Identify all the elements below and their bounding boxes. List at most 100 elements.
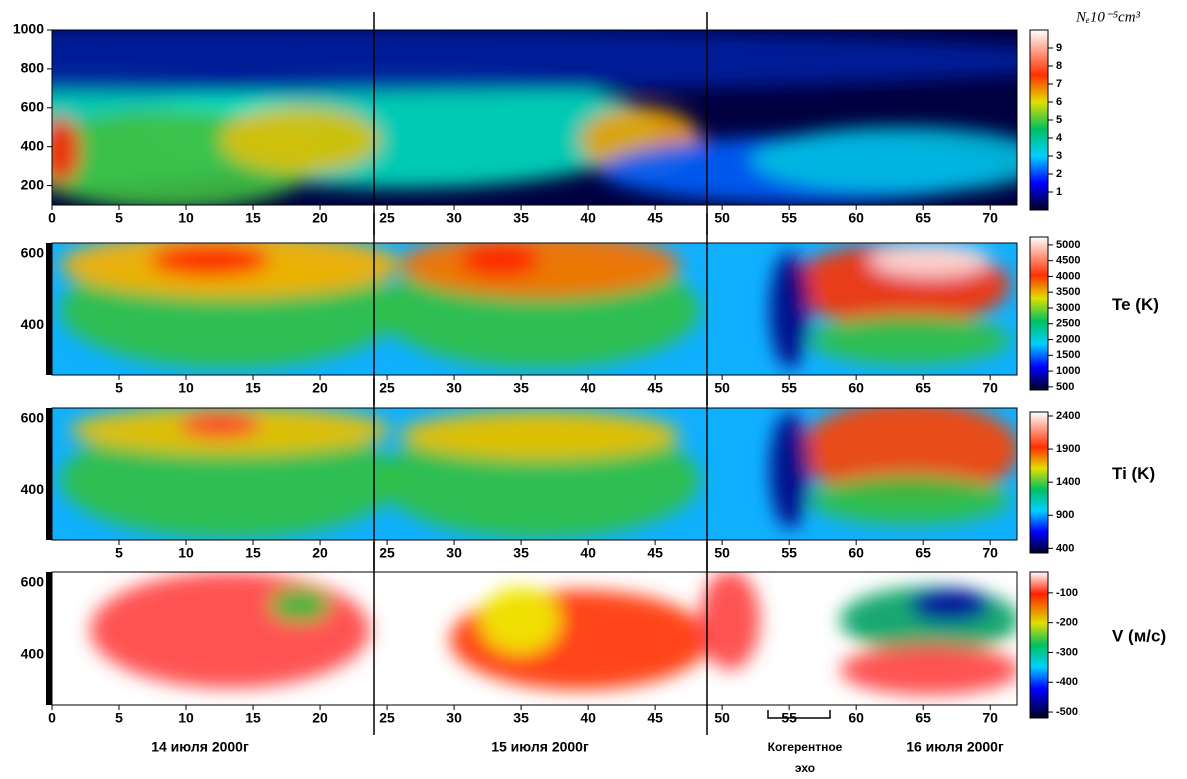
x-tick-label: 10: [178, 710, 194, 726]
heatmap-blob: [460, 243, 540, 276]
colorbar-tick-label: 2000: [1056, 333, 1080, 345]
x-tick-label: 60: [848, 710, 864, 726]
colorbar-tick-label: 2500: [1056, 318, 1080, 330]
heatmap-blob: [700, 570, 760, 670]
x-tick-label: 60: [848, 380, 864, 396]
heatmap-image: [0, 27, 1100, 210]
colorbar-tick-label: -500: [1056, 706, 1078, 718]
x-tick-label: 5: [115, 710, 123, 726]
page: 0510152025303540455055606570200400600800…: [0, 0, 1187, 779]
colorbar-tick-label: -100: [1056, 587, 1078, 599]
colorbar: -100 -200 -300 -400 -500 V (м/с): [1030, 572, 1166, 718]
day-label: 14 июля 2000г: [151, 739, 249, 755]
x-tick-label: 10: [178, 210, 194, 226]
y-tick-label: 600: [21, 573, 45, 589]
x-tick-label: 30: [446, 545, 462, 561]
x-tick-label: 0: [48, 210, 56, 226]
colorbar-tick-label: 3: [1056, 150, 1062, 162]
x-tick-label: 45: [647, 380, 663, 396]
heatmap-blob: [910, 588, 990, 621]
x-tick-label: 60: [848, 210, 864, 226]
x-tick-label: 55: [781, 545, 797, 561]
colorbar-tick-label: 4000: [1056, 270, 1080, 282]
left-bar: [46, 243, 52, 375]
x-tick-label: 65: [915, 710, 931, 726]
x-tick-label: 5: [115, 545, 123, 561]
x-tick-label: 25: [379, 710, 395, 726]
x-tick-label: 30: [446, 710, 462, 726]
heatmap-blob: [220, 107, 380, 174]
x-tick-label: 20: [312, 710, 328, 726]
x-tick-label: 25: [379, 545, 395, 561]
x-tick-label: 20: [312, 380, 328, 396]
colorbar-tick-label: 2400: [1056, 410, 1080, 422]
colorbar-tick-label: 3000: [1056, 302, 1080, 314]
heatmap-blob: [810, 315, 1010, 365]
colorbar-tick-label: 500: [1056, 381, 1074, 393]
x-tick-label: 65: [915, 545, 931, 561]
colorbar-tick-label: 1: [1056, 186, 1062, 198]
x-tick-label: 25: [379, 380, 395, 396]
y-tick-label: 200: [21, 176, 45, 192]
day-label: 15 июля 2000г: [491, 739, 589, 755]
colorbar: 400900140019002400Ti (K): [1030, 410, 1155, 554]
x-tick-label: 40: [580, 545, 596, 561]
colorbar-tick-label: 3500: [1056, 286, 1080, 298]
x-tick-label: 15: [245, 210, 261, 226]
x-tick-label: 45: [647, 545, 663, 561]
heatmap-blobs: [60, 232, 1010, 369]
heatmap-blob: [870, 243, 990, 276]
colorbar-tick-label: 9: [1056, 42, 1062, 54]
colorbar-gradient: [1030, 30, 1048, 210]
x-tick-label: 55: [781, 380, 797, 396]
colorbar-gradient: [1030, 412, 1048, 553]
x-tick-label: 35: [513, 710, 529, 726]
y-tick-label: 600: [21, 244, 45, 260]
y-tick-label: 400: [21, 316, 45, 332]
colorbar-tick-label: 5000: [1056, 239, 1080, 251]
heatmap-blob: [150, 243, 270, 276]
x-tick-label: 50: [714, 210, 730, 226]
heatmap-panel: 510152025303540455055606570400600: [21, 378, 1020, 570]
heatmap-panel: 510152025303540455055606570400600: [21, 213, 1017, 405]
x-tick-label: 30: [446, 380, 462, 396]
x-tick-label: 40: [580, 380, 596, 396]
heatmap-blob: [400, 410, 680, 460]
x-tick-label: 40: [580, 210, 596, 226]
annotation: Когерентное: [768, 740, 843, 754]
colorbars: 123456789Nₑ10⁻⁵cm³5001000150020002500300…: [1030, 9, 1166, 718]
x-tick-label: 70: [982, 710, 998, 726]
y-tick-label: 1000: [13, 21, 44, 37]
colorbar-tick-label: -400: [1056, 676, 1078, 688]
colorbar-label: Ti (K): [1112, 464, 1155, 483]
y-tick-label: 600: [21, 98, 45, 114]
colorbar-tick-label: 1400: [1056, 476, 1080, 488]
left-bar: [46, 572, 52, 705]
x-tick-label: 10: [178, 380, 194, 396]
colorbar-tick-label: 6: [1056, 96, 1062, 108]
x-tick-label: 30: [446, 210, 462, 226]
colorbar-tick-label: -300: [1056, 646, 1078, 658]
colorbar-tick-label: 2: [1056, 168, 1062, 180]
colorbar-gradient: [1030, 237, 1048, 390]
colorbar: 500100015002000250030003500400045005000T…: [1030, 237, 1159, 393]
x-tick-label: 70: [982, 380, 998, 396]
heatmap-blob: [480, 587, 560, 654]
x-tick-label: 5: [115, 210, 123, 226]
heatmap-blob: [270, 588, 330, 621]
x-tick-label: 25: [379, 210, 395, 226]
x-tick-label: 20: [312, 545, 328, 561]
colorbar-label: Te (K): [1112, 295, 1159, 314]
colorbar-label: V (м/с): [1112, 626, 1166, 645]
y-tick-label: 400: [21, 137, 45, 153]
heatmap-image: [52, 570, 1020, 705]
x-tick-label: 70: [982, 210, 998, 226]
y-tick-label: 400: [21, 645, 45, 661]
colorbar-label: Nₑ10⁻⁵cm³: [1075, 9, 1141, 25]
colorbar-tick-label: 1000: [1056, 365, 1080, 377]
colorbar-tick-label: 1500: [1056, 349, 1080, 361]
colorbar-tick-label: -200: [1056, 617, 1078, 629]
x-tick-label: 35: [513, 545, 529, 561]
